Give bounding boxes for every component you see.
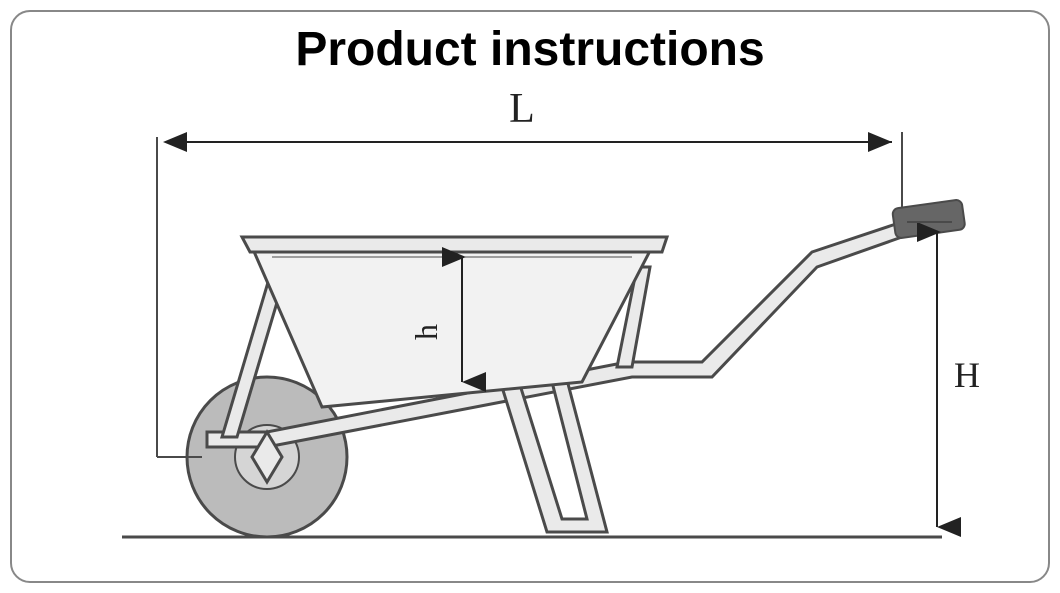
handle-grip <box>892 199 965 238</box>
wheelbarrow-diagram: L H h <box>72 87 992 577</box>
length-label: L <box>509 87 535 132</box>
page-title: Product instructions <box>12 22 1048 77</box>
diagram-frame: Product instructions <box>10 10 1050 583</box>
height-label: H <box>954 355 980 395</box>
tray-height-label: h <box>408 324 444 340</box>
dimension-length: L <box>167 87 902 207</box>
dimension-height: H <box>907 222 980 527</box>
